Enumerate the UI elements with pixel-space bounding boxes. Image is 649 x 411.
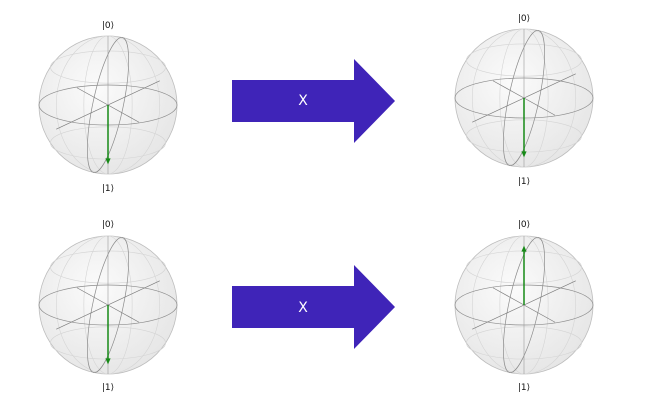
row2-input-bloch-sphere <box>38 235 178 375</box>
row1-input-bloch-sphere-meridian <box>87 37 129 173</box>
row1-gate-label: X <box>298 93 308 109</box>
row2-input-bloch-sphere-meridian <box>87 237 129 373</box>
row2-output-ket-0-label: |0⟩ <box>517 220 531 230</box>
row2-output-ket-1-label: |1⟩ <box>517 383 531 393</box>
row1-gate-arrow <box>232 59 395 143</box>
row2-input-bloch-sphere-state-vector <box>105 305 111 365</box>
row1-output-ket-0-label: |0⟩ <box>517 14 531 24</box>
row1-output-ket-1-label: |1⟩ <box>517 177 531 187</box>
row2-input-ket-1-label: |1⟩ <box>101 383 115 393</box>
row1-output-bloch-sphere <box>454 28 594 168</box>
row2-output-bloch-sphere-meridian <box>503 237 545 373</box>
row1-input-bloch-sphere-state-vector <box>105 105 111 165</box>
row1-output-bloch-sphere-state-vector <box>521 98 527 158</box>
row1-input-bloch-sphere <box>38 35 178 175</box>
row2-output-bloch-sphere <box>454 235 594 375</box>
row2-input-ket-0-label: |0⟩ <box>101 220 115 230</box>
row2-output-bloch-sphere-state-vector <box>521 245 527 305</box>
row1-input-ket-0-label: |0⟩ <box>101 21 115 31</box>
row1-input-ket-1-label: |1⟩ <box>101 184 115 194</box>
row2-gate-label: X <box>298 300 308 316</box>
row1-output-bloch-sphere-meridian <box>503 30 545 166</box>
row2-gate-arrow <box>232 265 395 349</box>
